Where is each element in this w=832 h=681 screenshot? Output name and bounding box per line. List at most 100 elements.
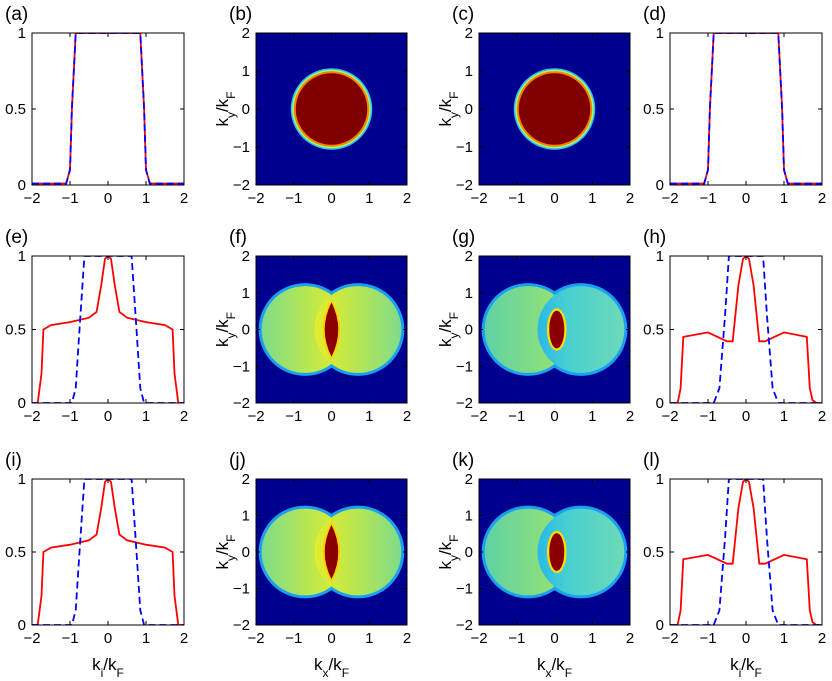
- y-tick-label: −1: [233, 581, 250, 598]
- panel-label: (d): [643, 4, 666, 25]
- x-tick-label: 2: [180, 408, 188, 425]
- series-dashed: [32, 256, 184, 403]
- panel-label: (k): [452, 450, 474, 471]
- disk-core: [295, 73, 368, 145]
- y-tick-label: 0: [242, 322, 250, 339]
- x-tick-label: 2: [626, 630, 634, 647]
- series-solid: [32, 33, 184, 185]
- x-tick-label: 0: [550, 190, 558, 207]
- y-tick-label: 0.5: [643, 544, 664, 561]
- heatmap: [256, 479, 407, 625]
- series-solid: [670, 256, 822, 403]
- y-tick-label: 1: [656, 248, 664, 265]
- x-tick-label: 2: [403, 630, 411, 647]
- lobe-right: [314, 508, 402, 596]
- y-axis-label: ky/kF: [436, 91, 461, 126]
- y-tick-label: 1: [465, 63, 473, 80]
- x-tick-label: −1: [699, 408, 716, 425]
- x-tick-label: 1: [365, 408, 373, 425]
- y-axis-label: ky/kF: [213, 534, 238, 569]
- panel-label: (g): [452, 227, 475, 248]
- core-lens: [324, 524, 339, 580]
- x-axis-label-map-1: kx/kF: [314, 655, 349, 680]
- y-axis-label: ky/kF: [213, 312, 238, 347]
- x-tick-label: −2: [470, 630, 487, 647]
- y-tick-label: −2: [456, 617, 473, 634]
- heatmap: [479, 256, 630, 403]
- x-tick-label: −2: [661, 408, 678, 425]
- y-tick-label: −2: [456, 395, 473, 412]
- y-tick-label: 0: [656, 617, 664, 634]
- plot-area: [670, 479, 822, 625]
- panel-label: (f): [229, 227, 247, 248]
- y-tick-label: 2: [242, 248, 250, 265]
- x-tick-label: −1: [61, 408, 78, 425]
- y-tick-label: 0: [242, 101, 250, 118]
- x-tick-label: 1: [588, 190, 596, 207]
- y-tick-label: 2: [242, 25, 250, 42]
- panel-label: (h): [643, 227, 666, 248]
- x-tick-label: 1: [142, 408, 150, 425]
- lobe-right: [537, 286, 625, 373]
- x-tick-label: −1: [508, 190, 525, 207]
- x-tick-label: 2: [403, 190, 411, 207]
- plot-area: [670, 33, 822, 185]
- x-tick-label: 0: [742, 190, 750, 207]
- x-tick-label: −1: [699, 190, 716, 207]
- x-tick-label: −1: [508, 408, 525, 425]
- y-tick-label: −2: [233, 177, 250, 194]
- plot-area: [670, 256, 822, 403]
- x-tick-label: 0: [104, 408, 112, 425]
- x-tick-label: 2: [818, 630, 826, 647]
- core-ellipse: [549, 310, 565, 349]
- x-tick-label: 0: [550, 630, 558, 647]
- heatmap: [479, 33, 630, 185]
- y-tick-label: 0.5: [643, 101, 664, 118]
- x-axis-label-map-2: kx/kF: [537, 655, 572, 680]
- x-tick-label: −2: [661, 630, 678, 647]
- x-tick-label: −2: [247, 190, 264, 207]
- y-tick-label: 1: [18, 25, 26, 42]
- x-tick-label: 2: [180, 630, 188, 647]
- y-tick-label: 1: [465, 285, 473, 302]
- panel-i: −2 −1 0 1 200.51(i): [5, 450, 188, 647]
- x-axis-label-right: ki/kF: [730, 655, 762, 680]
- x-tick-label: 1: [780, 190, 788, 207]
- heatmap: [256, 33, 407, 185]
- series-solid: [670, 33, 822, 185]
- x-tick-label: 1: [588, 408, 596, 425]
- series-dashed: [670, 479, 822, 625]
- y-tick-label: 0: [465, 101, 473, 118]
- x-tick-label: −2: [470, 190, 487, 207]
- plot-area: [32, 33, 184, 185]
- y-tick-label: 0: [465, 322, 473, 339]
- series-solid: [32, 479, 184, 625]
- series-solid: [670, 479, 822, 625]
- x-tick-label: 0: [104, 630, 112, 647]
- x-tick-label: 2: [818, 190, 826, 207]
- x-tick-label: −2: [470, 408, 487, 425]
- plot-area: [32, 479, 184, 625]
- y-axis-label: ky/kF: [436, 534, 461, 569]
- y-tick-label: 0: [656, 395, 664, 412]
- y-tick-label: 1: [656, 25, 664, 42]
- x-tick-label: 2: [626, 190, 634, 207]
- y-tick-label: 0.5: [5, 322, 26, 339]
- y-tick-label: 0.5: [5, 101, 26, 118]
- x-tick-label: 2: [180, 190, 188, 207]
- y-tick-label: 1: [242, 285, 250, 302]
- y-tick-label: 2: [465, 25, 473, 42]
- heatmap: [479, 479, 630, 625]
- x-tick-label: 1: [142, 630, 150, 647]
- x-tick-label: 1: [365, 190, 373, 207]
- y-tick-label: 0: [465, 544, 473, 561]
- disk-core: [518, 73, 591, 145]
- panel-label: (j): [229, 450, 246, 471]
- y-tick-label: 1: [18, 471, 26, 488]
- x-tick-label: 2: [626, 408, 634, 425]
